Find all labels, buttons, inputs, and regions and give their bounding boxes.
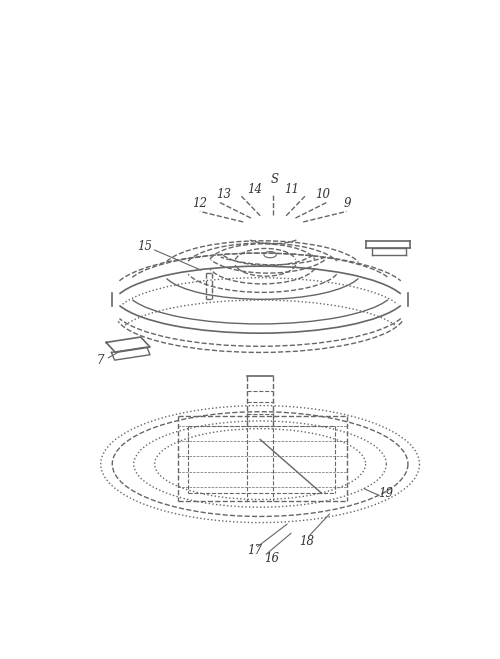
Text: 15: 15 [137,241,152,254]
Text: S: S [270,173,278,186]
Text: 10: 10 [316,188,330,201]
Text: 16: 16 [264,552,279,565]
Text: 14: 14 [248,183,262,196]
Text: 11: 11 [284,183,299,196]
Text: 17: 17 [247,544,262,557]
Text: 7: 7 [96,354,104,366]
Text: 9: 9 [343,197,350,210]
Text: 19: 19 [378,487,393,500]
Text: 18: 18 [299,534,314,548]
Text: 13: 13 [216,188,231,201]
Text: 12: 12 [192,197,207,210]
